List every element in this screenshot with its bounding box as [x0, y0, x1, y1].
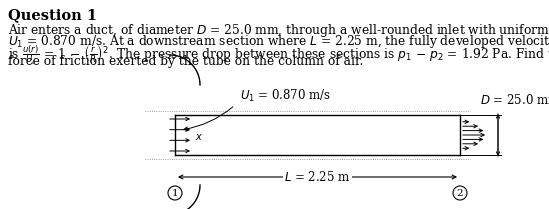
Text: $U_1$ = 0.870 m/s: $U_1$ = 0.870 m/s	[240, 88, 331, 104]
Text: 2: 2	[457, 189, 463, 198]
Text: 1: 1	[172, 189, 178, 198]
Text: $x$: $x$	[195, 132, 203, 142]
Text: force of friction exerted by the tube on the column of air.: force of friction exerted by the tube on…	[8, 55, 363, 68]
Text: $U_1$ = 0.870 m/s. At a downstream section where $L$ = 2.25 m, the fully develop: $U_1$ = 0.870 m/s. At a downstream secti…	[8, 33, 549, 50]
Text: is $\frac{u(r)}{U_c}$ = 1 $-$ $\left(\frac{r}{R}\right)^2$. The pressure drop be: is $\frac{u(r)}{U_c}$ = 1 $-$ $\left(\fr…	[8, 44, 549, 67]
Text: $L$ = 2.25 m: $L$ = 2.25 m	[284, 170, 351, 184]
Text: $D$ = 25.0 mm: $D$ = 25.0 mm	[480, 93, 549, 107]
Text: Air enters a duct, of diameter $D$ = 25.0 mm, through a well-rounded inlet with : Air enters a duct, of diameter $D$ = 25.…	[8, 22, 549, 39]
Text: Question 1: Question 1	[8, 8, 97, 22]
